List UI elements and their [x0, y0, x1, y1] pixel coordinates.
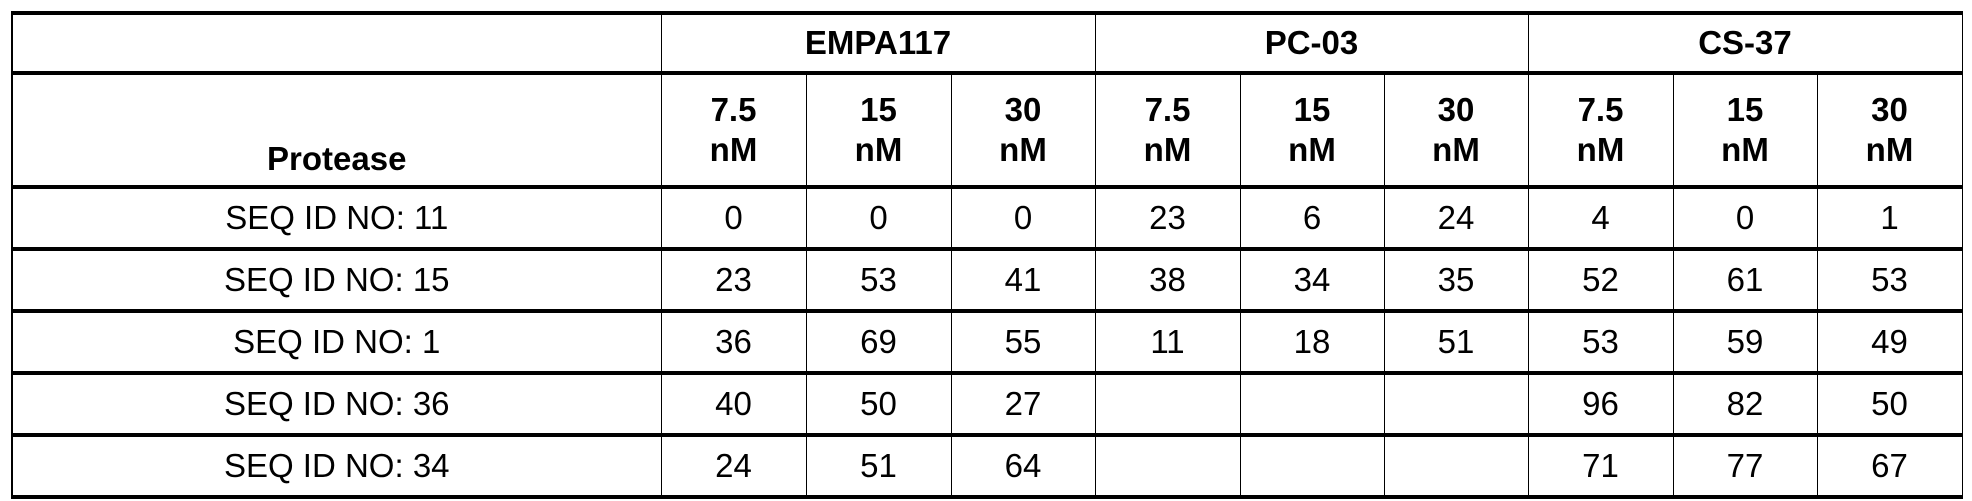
group-header: PC-03: [1095, 13, 1528, 73]
group-header-row: EMPA117 PC-03 CS-37: [12, 13, 1962, 73]
value-cell: 36: [661, 311, 806, 373]
concentration-value: 7.5: [1096, 90, 1240, 130]
concentration-value: 15: [1241, 90, 1384, 130]
protease-cell: SEQ ID NO: 34: [12, 435, 661, 497]
protease-cell: SEQ ID NO: 36: [12, 373, 661, 435]
protease-cell: SEQ ID NO: 1: [12, 311, 661, 373]
value-cell: 59: [1673, 311, 1817, 373]
value-cell: 53: [1817, 249, 1962, 311]
value-cell: 23: [661, 249, 806, 311]
value-cell: 50: [806, 373, 951, 435]
protease-cell: SEQ ID NO: 11: [12, 187, 661, 249]
value-cell: 4: [1528, 187, 1673, 249]
concentration-unit: nM: [1096, 130, 1240, 170]
concentration-value: 30: [952, 90, 1095, 130]
group-header: CS-37: [1528, 13, 1962, 73]
value-cell: 69: [806, 311, 951, 373]
table-row: SEQ ID NO: 36405027968250: [12, 373, 1962, 435]
value-cell: [1240, 373, 1384, 435]
concentration-header: 30nM: [1384, 73, 1528, 187]
table-row: SEQ ID NO: 1366955111851535949: [12, 311, 1962, 373]
value-cell: 23: [1095, 187, 1240, 249]
value-cell: 71: [1528, 435, 1673, 497]
value-cell: 50: [1817, 373, 1962, 435]
concentration-header: 15nM: [806, 73, 951, 187]
value-cell: 38: [1095, 249, 1240, 311]
value-cell: 53: [806, 249, 951, 311]
value-cell: 51: [1384, 311, 1528, 373]
value-cell: 67: [1817, 435, 1962, 497]
value-cell: 1: [1817, 187, 1962, 249]
concentration-unit: nM: [1241, 130, 1384, 170]
value-cell: 24: [1384, 187, 1528, 249]
table-row: SEQ ID NO: 1100023624401: [12, 187, 1962, 249]
value-cell: 6: [1240, 187, 1384, 249]
data-table: EMPA117 PC-03 CS-37 Protease 7.5nM15nM30…: [11, 11, 1963, 499]
empty-corner-cell: [12, 13, 661, 73]
concentration-value: 15: [1674, 90, 1817, 130]
concentration-header: 15nM: [1673, 73, 1817, 187]
concentration-value: 30: [1385, 90, 1528, 130]
value-cell: [1240, 435, 1384, 497]
value-cell: 96: [1528, 373, 1673, 435]
value-cell: 40: [661, 373, 806, 435]
value-cell: 0: [1673, 187, 1817, 249]
value-cell: 24: [661, 435, 806, 497]
concentration-unit: nM: [1818, 130, 1962, 170]
table-row: SEQ ID NO: 15235341383435526153: [12, 249, 1962, 311]
concentration-header-row: Protease 7.5nM15nM30nM7.5nM15nM30nM7.5nM…: [12, 73, 1962, 187]
concentration-header: 15nM: [1240, 73, 1384, 187]
value-cell: 35: [1384, 249, 1528, 311]
value-cell: [1095, 373, 1240, 435]
value-cell: 77: [1673, 435, 1817, 497]
concentration-unit: nM: [952, 130, 1095, 170]
concentration-header: 7.5nM: [1095, 73, 1240, 187]
value-cell: [1384, 435, 1528, 497]
protease-header: Protease: [12, 73, 661, 187]
value-cell: [1095, 435, 1240, 497]
concentration-value: 7.5: [1529, 90, 1673, 130]
concentration-value: 7.5: [662, 90, 806, 130]
value-cell: 0: [951, 187, 1095, 249]
concentration-unit: nM: [807, 130, 951, 170]
value-cell: 27: [951, 373, 1095, 435]
concentration-unit: nM: [1385, 130, 1528, 170]
concentration-header: 7.5nM: [1528, 73, 1673, 187]
value-cell: 11: [1095, 311, 1240, 373]
value-cell: 41: [951, 249, 1095, 311]
value-cell: 49: [1817, 311, 1962, 373]
value-cell: 0: [806, 187, 951, 249]
concentration-unit: nM: [662, 130, 806, 170]
value-cell: 51: [806, 435, 951, 497]
value-cell: 18: [1240, 311, 1384, 373]
value-cell: 64: [951, 435, 1095, 497]
value-cell: 55: [951, 311, 1095, 373]
protease-cell: SEQ ID NO: 15: [12, 249, 661, 311]
concentration-unit: nM: [1674, 130, 1817, 170]
concentration-unit: nM: [1529, 130, 1673, 170]
concentration-value: 15: [807, 90, 951, 130]
concentration-header: 30nM: [1817, 73, 1962, 187]
value-cell: [1384, 373, 1528, 435]
value-cell: 53: [1528, 311, 1673, 373]
concentration-header: 30nM: [951, 73, 1095, 187]
value-cell: 82: [1673, 373, 1817, 435]
group-header: EMPA117: [661, 13, 1095, 73]
concentration-header: 7.5nM: [661, 73, 806, 187]
value-cell: 0: [661, 187, 806, 249]
table-row: SEQ ID NO: 34245164 717767: [12, 435, 1962, 497]
value-cell: 34: [1240, 249, 1384, 311]
value-cell: 61: [1673, 249, 1817, 311]
concentration-value: 30: [1818, 90, 1962, 130]
value-cell: 52: [1528, 249, 1673, 311]
